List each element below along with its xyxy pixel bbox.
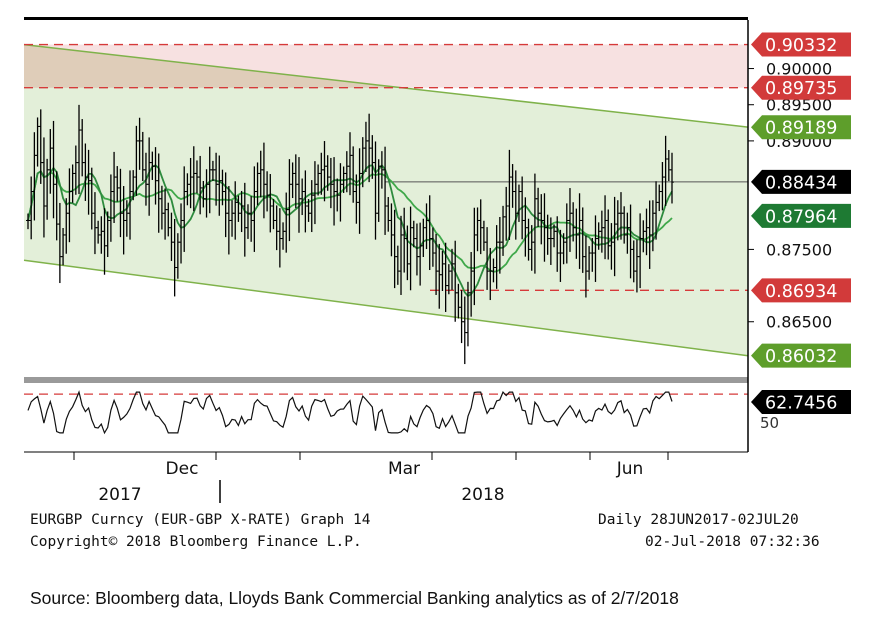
price-bars [26,104,674,365]
oscillator-tick-label: 50 [760,414,779,432]
oscillator-panel: 50 [24,390,779,435]
y-tick-label: 0.89500 [766,96,832,115]
channel-lower-line [23,259,749,357]
footer-period: Daily 28JUN2017-02JUL20 [598,512,799,528]
price-tag-bg [751,343,851,368]
footer-copyright: Copyright© 2018 Bloomberg Finance L.P. [30,534,362,550]
x-month-label: Mar [388,459,420,479]
y-tick-label: 0.87500 [766,240,832,259]
price-tag: 0.89735 [751,75,851,100]
price-tag-text: 0.90332 [765,36,837,56]
price-tag-text: 0.88434 [765,173,837,193]
price-tag: 0.87964 [751,203,851,228]
y-tick-label: 0.90000 [766,60,832,79]
source-note: Source: Bloomberg data, Lloyds Bank Comm… [30,588,679,608]
price-tag-bg [751,169,851,194]
footer-timestamp: 02-Jul-2018 07:32:36 [645,534,820,550]
oscillator-tag-text: 62.7456 [765,394,837,414]
x-month-label: Dec [166,459,199,479]
trend-channel [24,44,748,356]
footer-instrument: EURGBP Curncy (EUR-GBP X-RATE) Graph 14 [30,512,371,528]
x-year-label: 2018 [461,485,504,505]
price-tag-text: 0.86934 [765,282,837,302]
channel-upper-line [23,43,749,128]
price-tag: 0.88434 [751,169,851,194]
panel-separator [24,377,748,383]
price-tag-bg [751,75,851,100]
y-tick-label: 0.86500 [766,313,832,332]
price-labels: 0.90332 0.89735 0.89189 0.88434 0.87964 0.869… [751,32,851,414]
x-year-label: 2017 [98,485,141,505]
x-month-label: Jun [616,459,644,479]
price-tag-bg [751,115,851,140]
price-tag: 0.89189 [751,115,851,140]
price-tag-bg [751,32,851,57]
oscillator-line [27,390,673,435]
price-panel [23,17,749,383]
price-tag: 0.86934 [751,278,851,303]
price-tag: 0.90332 [751,32,851,57]
price-tag-text: 0.87964 [765,207,837,227]
price-tag-text: 0.86032 [765,347,837,367]
price-tag-text: 0.89735 [765,79,837,99]
price-tag-bg [751,203,851,228]
top-border [24,17,748,20]
price-tag: 0.86032 [751,343,851,368]
price-tag-bg [751,278,851,303]
oscillator-tag: 62.7456 [751,390,851,414]
oscillator-tag-bg [751,390,851,414]
price-tag-text: 0.89189 [765,119,837,139]
